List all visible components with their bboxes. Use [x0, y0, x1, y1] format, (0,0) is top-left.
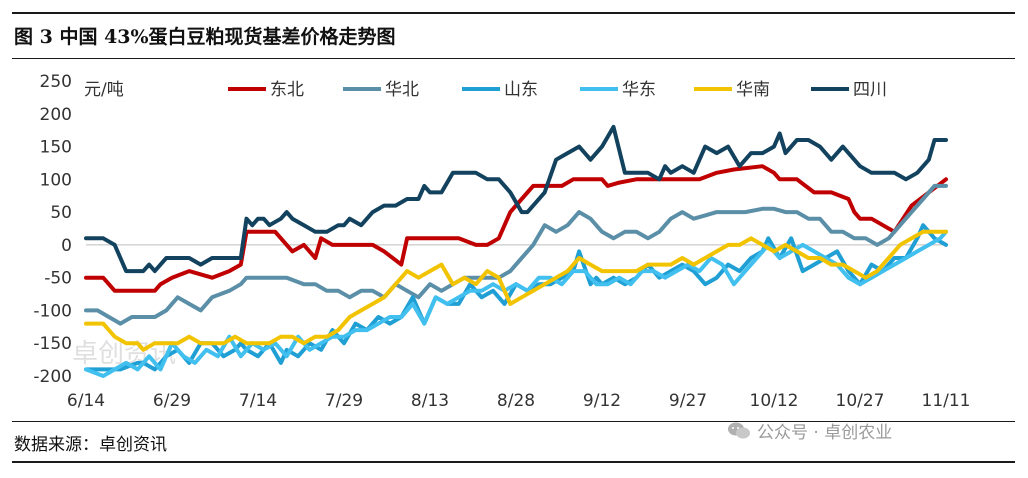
legend-label: 华南: [736, 80, 770, 100]
x-tick-label: 8/13: [411, 391, 449, 411]
source-note: 数据来源：卓创资讯: [14, 435, 167, 455]
x-tick-label: 7/14: [239, 391, 277, 411]
wechat-mark-text: 公众号 · 卓创农业: [757, 423, 893, 443]
legend-label: 华东: [622, 80, 656, 100]
title-rule: [12, 58, 1015, 59]
legend-label: 东北: [270, 80, 304, 100]
y-tick-label: -50: [44, 269, 72, 289]
series-line-6: [84, 124, 948, 274]
legend-item: 四川: [811, 80, 887, 100]
top-rule: [12, 12, 1015, 14]
y-tick-label: 0: [61, 236, 72, 256]
series-line-2: [84, 183, 948, 326]
x-tick-label: 11/11: [922, 391, 971, 411]
legend-label: 四川: [853, 80, 887, 100]
x-tick-label: 10/27: [836, 391, 885, 411]
y-tick-label: 50: [50, 203, 72, 223]
source-rule: [12, 421, 1015, 422]
y-tick-label: -150: [33, 334, 72, 354]
wechat-icon: [728, 422, 750, 438]
x-tick-label: 8/28: [497, 391, 535, 411]
figure-title: 图 3 中国 43%蛋白豆粕现货基差价格走势图: [14, 26, 396, 48]
legend-label: 山东: [504, 80, 538, 100]
x-tick-label: 6/14: [67, 391, 105, 411]
legend-item: 山东: [462, 80, 538, 100]
x-tick-label: 7/29: [325, 391, 363, 411]
y-tick-label: 250: [40, 72, 72, 92]
series-lines: [84, 124, 948, 378]
x-axis: 6/14 6/29 7/14 7/29 8/13 8/28 9/12 9/27 10/12 10/…: [67, 244, 971, 411]
legend-label: 华北: [385, 80, 419, 100]
wechat-watermark: 公众号 · 卓创农业: [727, 418, 892, 443]
legend-item: 华东: [580, 80, 656, 100]
y-axis-unit-label: 元/吨: [84, 80, 124, 100]
x-tick-label: 9/12: [583, 391, 621, 411]
y-tick-label: 100: [40, 170, 72, 190]
legend-item: 华南: [694, 80, 770, 100]
bottom-rule: [12, 461, 1015, 463]
series-line-1: [84, 164, 948, 293]
y-tick-label: -200: [33, 367, 72, 387]
x-tick-label: 10/12: [750, 391, 799, 411]
y-tick-label: 200: [40, 105, 72, 125]
legend: 东北 华北 山东 华东 华南 四川: [228, 80, 887, 100]
y-tick-label: 150: [40, 138, 72, 158]
y-axis: -200 -150 -100 -50 0 50 100 150 200 250: [33, 72, 72, 387]
legend-item: 东北: [228, 80, 304, 100]
x-tick-label: 6/29: [153, 391, 191, 411]
legend-item: 华北: [343, 80, 419, 100]
series-line-5: [84, 229, 948, 352]
x-tick-label: 9/27: [669, 391, 707, 411]
series-line-4: [84, 229, 948, 378]
y-tick-label: -100: [33, 301, 72, 321]
